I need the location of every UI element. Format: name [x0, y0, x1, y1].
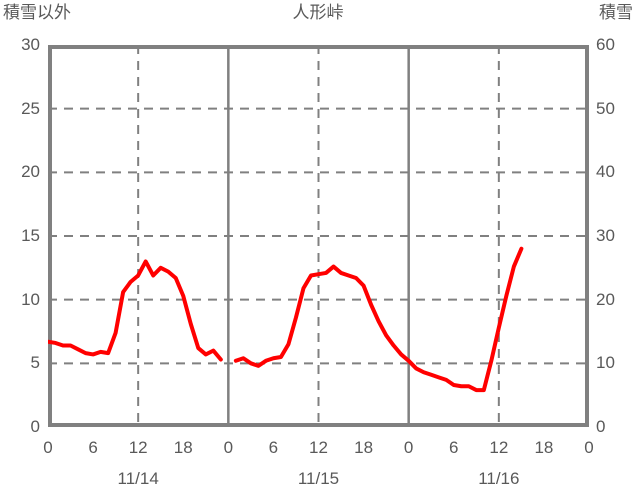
right-axis-tick-label: 20 — [596, 289, 615, 309]
day-label: 11/14 — [117, 469, 159, 488]
right-axis-tick-label: 40 — [596, 162, 615, 182]
x-axis-tick-label: 0 — [403, 438, 414, 457]
left-axis-tick-label: 15 — [21, 226, 40, 245]
x-axis-tick-label: 12 — [309, 438, 328, 457]
gridlines — [48, 45, 589, 427]
plot-canvas — [48, 45, 589, 427]
x-axis-tick-label: 0 — [223, 438, 234, 457]
x-axis-tick-label: 6 — [88, 438, 98, 457]
x-axis-tick-label: 0 — [584, 438, 594, 457]
left-axis-tick-label: 20 — [21, 162, 40, 182]
right-axis-tick-label: 60 — [596, 35, 615, 54]
x-axis-tick-label: 6 — [268, 438, 279, 457]
x-axis-tick-label: 12 — [489, 438, 509, 457]
chart-title: 人形峠 — [292, 3, 344, 22]
x-axis-tick-label: 18 — [534, 438, 554, 457]
x-axis-tick-label: 0 — [43, 438, 53, 457]
left-axis-tick-label: 10 — [21, 289, 40, 309]
left-axis-tick-label: 5 — [30, 353, 40, 373]
series-line — [233, 246, 524, 393]
right-axis-tick-label: 10 — [596, 353, 615, 373]
right-axis-tick-label: 0 — [596, 417, 606, 436]
right-axis-title: 積雪 — [599, 3, 633, 22]
x-axis-tick-label: 18 — [354, 438, 374, 457]
left-axis-tick-label: 25 — [21, 98, 40, 118]
right-axis-tick-label: 50 — [596, 98, 615, 118]
x-axis-tick-label: 18 — [173, 438, 193, 457]
right-axis-tick-label: 30 — [596, 226, 615, 245]
day-label: 11/16 — [478, 469, 520, 488]
series-line — [48, 259, 223, 362]
series-layer — [48, 246, 524, 393]
left-axis-tick-label: 30 — [21, 35, 40, 54]
x-axis-tick-label: 6 — [449, 438, 459, 457]
day-label: 11/15 — [297, 469, 340, 488]
left-axis-title: 積雪以外 — [3, 3, 71, 22]
x-axis-tick-label: 12 — [128, 438, 148, 457]
left-axis-tick-label: 0 — [30, 417, 40, 436]
